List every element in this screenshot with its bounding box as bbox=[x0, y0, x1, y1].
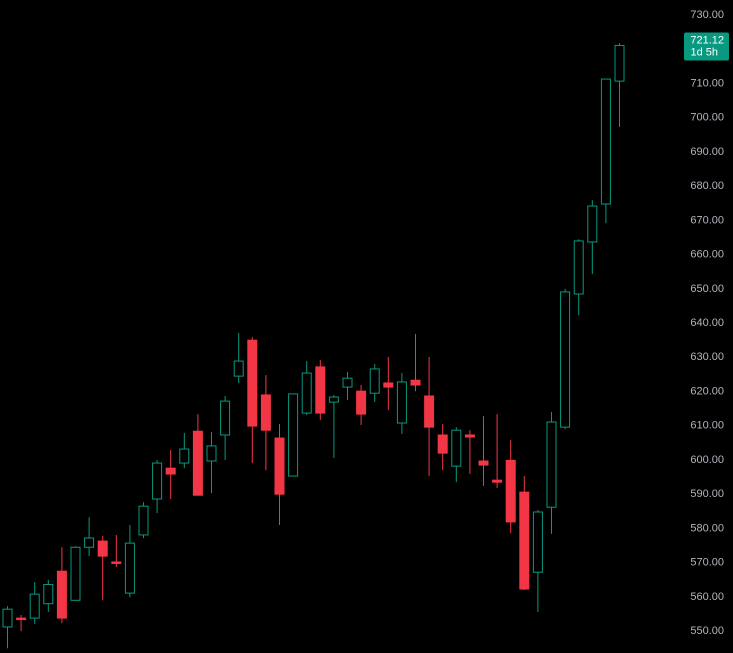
candle-body bbox=[342, 377, 353, 388]
candle-body bbox=[451, 429, 462, 467]
candle-body bbox=[288, 393, 299, 477]
y-tick-label: 590.00 bbox=[690, 488, 724, 500]
y-tick-label: 730.00 bbox=[690, 9, 724, 21]
candle-body bbox=[478, 460, 489, 466]
candle-body bbox=[56, 570, 67, 619]
candle-body bbox=[97, 540, 108, 557]
y-tick-label: 670.00 bbox=[690, 214, 724, 226]
candle-body bbox=[396, 381, 407, 424]
y-tick-label: 550.00 bbox=[690, 625, 724, 637]
candle-body bbox=[138, 505, 149, 536]
candle-body bbox=[84, 537, 95, 548]
y-tick-label: 630.00 bbox=[690, 351, 724, 363]
candle-body bbox=[492, 479, 503, 483]
candle-body bbox=[573, 240, 584, 295]
candle-body bbox=[43, 584, 54, 605]
price-label-bg bbox=[684, 32, 729, 61]
candle-body bbox=[356, 390, 367, 415]
candle-body bbox=[587, 205, 598, 243]
candle-body bbox=[2, 608, 13, 628]
candle-body bbox=[464, 434, 475, 438]
candle-body bbox=[614, 44, 625, 82]
candle-body bbox=[111, 561, 122, 564]
candle-body bbox=[519, 491, 530, 590]
y-tick-label: 610.00 bbox=[690, 420, 724, 432]
candle-body bbox=[165, 467, 176, 475]
candle-body bbox=[206, 445, 217, 462]
y-tick-label: 710.00 bbox=[690, 77, 724, 89]
y-tick-label: 600.00 bbox=[690, 454, 724, 466]
candle-body bbox=[152, 462, 163, 500]
y-tick-label: 640.00 bbox=[690, 317, 724, 329]
candle-body bbox=[328, 396, 339, 403]
candle-body bbox=[70, 546, 81, 601]
y-tick-label: 660.00 bbox=[690, 249, 724, 261]
candle-body bbox=[383, 382, 394, 388]
y-tick-label: 680.00 bbox=[690, 180, 724, 192]
countdown-label: 1d 5h bbox=[690, 46, 718, 58]
candle-body bbox=[410, 379, 421, 386]
candle-body bbox=[560, 291, 571, 428]
candle-body bbox=[192, 430, 203, 496]
y-tick-label: 700.00 bbox=[690, 112, 724, 124]
candle-body bbox=[179, 448, 190, 464]
candle-body bbox=[260, 394, 271, 431]
candle-body bbox=[274, 437, 285, 495]
y-tick-label: 580.00 bbox=[690, 522, 724, 534]
candle-body bbox=[315, 366, 326, 414]
price-label: 721.12 bbox=[690, 34, 724, 46]
candle-body bbox=[424, 395, 435, 428]
candle-body bbox=[437, 434, 448, 454]
candle-body bbox=[16, 617, 27, 621]
y-tick-label: 620.00 bbox=[690, 385, 724, 397]
candle-body bbox=[532, 511, 543, 573]
candle-body bbox=[301, 372, 312, 414]
candle-body bbox=[247, 339, 258, 427]
candle-body bbox=[505, 459, 516, 523]
candle-body bbox=[369, 368, 380, 394]
candle-body bbox=[29, 593, 40, 619]
y-tick-label: 560.00 bbox=[690, 591, 724, 603]
candle-body bbox=[124, 542, 135, 594]
candle-body bbox=[220, 400, 231, 436]
candle-body bbox=[233, 360, 244, 377]
y-tick-label: 690.00 bbox=[690, 146, 724, 158]
candle-body bbox=[600, 78, 611, 205]
y-tick-label: 570.00 bbox=[690, 557, 724, 569]
y-tick-label: 650.00 bbox=[690, 283, 724, 295]
candle-body bbox=[546, 421, 557, 508]
